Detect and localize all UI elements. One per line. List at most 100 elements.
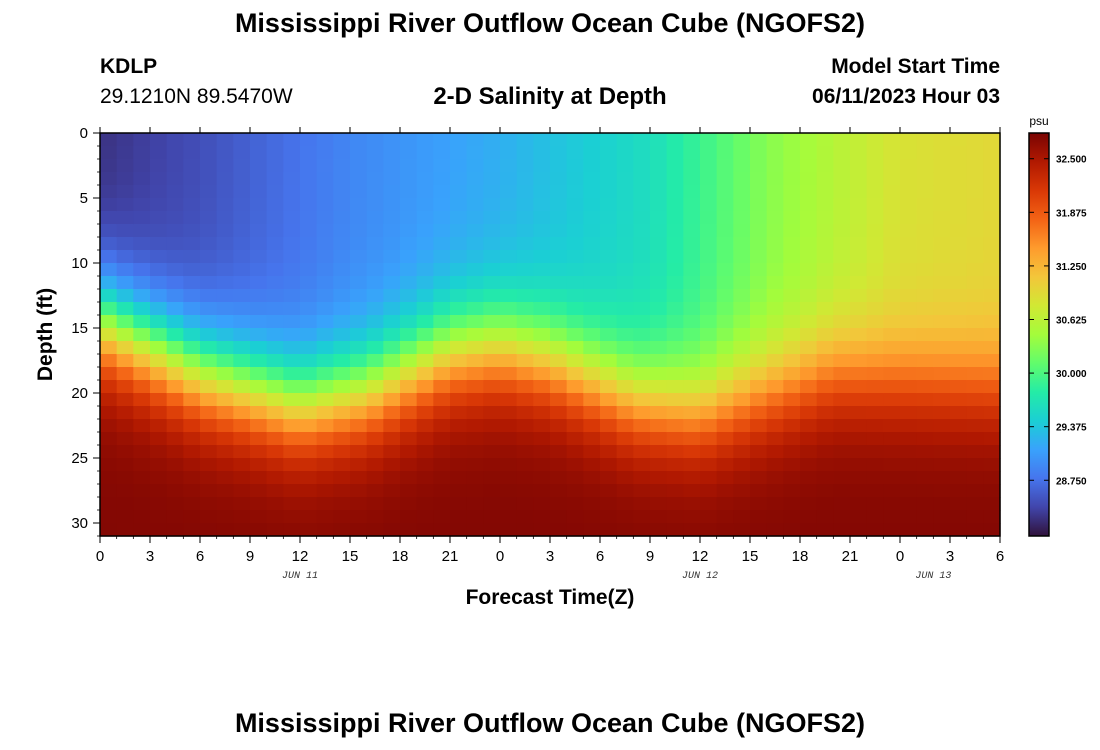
heatmap-cell (666, 250, 684, 264)
heatmap-cell (116, 445, 134, 459)
heatmap-cell (600, 367, 618, 381)
heatmap-cell (116, 458, 134, 472)
heatmap-cell (333, 250, 351, 264)
heatmap-cell (700, 471, 718, 485)
heatmap-cell (866, 185, 884, 199)
heatmap-cell (166, 263, 184, 277)
heatmap-cell (166, 237, 184, 251)
heatmap-cell (166, 458, 184, 472)
heatmap-cell (150, 484, 168, 498)
heatmap-cell (350, 406, 368, 420)
heatmap-cell (150, 211, 168, 225)
heatmap-cell (366, 432, 384, 446)
heatmap-cell (150, 250, 168, 264)
heatmap-cell (800, 133, 818, 147)
heatmap-cell (750, 263, 768, 277)
heatmap-cell (850, 406, 868, 420)
heatmap-cell (650, 354, 668, 368)
heatmap-cell (883, 263, 901, 277)
heatmap-cell (666, 302, 684, 316)
heatmap-cell (383, 380, 401, 394)
heatmap-cell (566, 458, 584, 472)
heatmap-cell (533, 510, 551, 524)
heatmap-cell (800, 289, 818, 303)
heatmap-cell (383, 185, 401, 199)
heatmap-cell (650, 432, 668, 446)
heatmap-cell (883, 341, 901, 355)
heatmap-cell (166, 432, 184, 446)
heatmap-cell (533, 133, 551, 147)
heatmap-cell (133, 328, 151, 342)
heatmap-cell (916, 484, 934, 498)
heatmap-cell (700, 276, 718, 290)
heatmap-cell (550, 159, 568, 173)
heatmap-cell (266, 393, 284, 407)
heatmap-cell (533, 328, 551, 342)
heatmap-cell (450, 523, 468, 537)
heatmap-cell (633, 445, 651, 459)
heatmap-cell (916, 289, 934, 303)
heatmap-cell (733, 354, 751, 368)
heatmap-cell (350, 445, 368, 459)
heatmap-cell (750, 432, 768, 446)
heatmap-cell (466, 523, 484, 537)
heatmap-cell (166, 406, 184, 420)
heatmap-cell (300, 367, 318, 381)
heatmap-cell (400, 419, 418, 433)
heatmap-cell (583, 198, 601, 212)
heatmap-cell (166, 328, 184, 342)
heatmap-cell (500, 419, 518, 433)
heatmap-cell (300, 328, 318, 342)
heatmap-cell (300, 198, 318, 212)
heatmap-cell (266, 224, 284, 238)
heatmap-cell (316, 406, 334, 420)
heatmap-cell (833, 224, 851, 238)
heatmap-cell (366, 328, 384, 342)
heatmap-cell (150, 380, 168, 394)
heatmap-cell (200, 198, 218, 212)
heatmap-cell (133, 510, 151, 524)
heatmap-cell (683, 198, 701, 212)
heatmap-cell (933, 289, 951, 303)
heatmap-cell (866, 367, 884, 381)
heatmap-cell (200, 159, 218, 173)
colorbar-label: 29.375 (1056, 423, 1087, 434)
heatmap-cell (100, 198, 118, 212)
heatmap-cell (583, 172, 601, 186)
heatmap-cell (916, 354, 934, 368)
heatmap-cell (350, 237, 368, 251)
heatmap-cell (300, 471, 318, 485)
heatmap-cell (750, 354, 768, 368)
heatmap-cell (116, 393, 134, 407)
heatmap-cell (700, 523, 718, 537)
colorbar-unit: psu (1029, 114, 1048, 128)
heatmap-cell (900, 328, 918, 342)
heatmap-cell (933, 211, 951, 225)
heatmap-cell (483, 263, 501, 277)
heatmap-cell (366, 523, 384, 537)
heatmap-cell (633, 289, 651, 303)
heatmap-cell (916, 198, 934, 212)
heatmap-cell (216, 328, 234, 342)
heatmap-cell (833, 432, 851, 446)
heatmap-cell (766, 484, 784, 498)
heatmap-cell (433, 133, 451, 147)
heatmap-cell (950, 146, 968, 160)
heatmap-cell (366, 367, 384, 381)
heatmap-cell (283, 185, 301, 199)
heatmap-cell (766, 250, 784, 264)
heatmap-cell (283, 380, 301, 394)
heatmap-cell (766, 146, 784, 160)
heatmap-cell (100, 263, 118, 277)
heatmap-cell (283, 328, 301, 342)
heatmap-cell (350, 484, 368, 498)
heatmap-cell (850, 224, 868, 238)
heatmap-cell (383, 523, 401, 537)
heatmap-cell (133, 289, 151, 303)
heatmap-cell (483, 497, 501, 511)
heatmap-cell (816, 445, 834, 459)
heatmap-cell (866, 432, 884, 446)
heatmap-cell (500, 237, 518, 251)
heatmap-cell (966, 185, 984, 199)
heatmap-cell (350, 159, 368, 173)
